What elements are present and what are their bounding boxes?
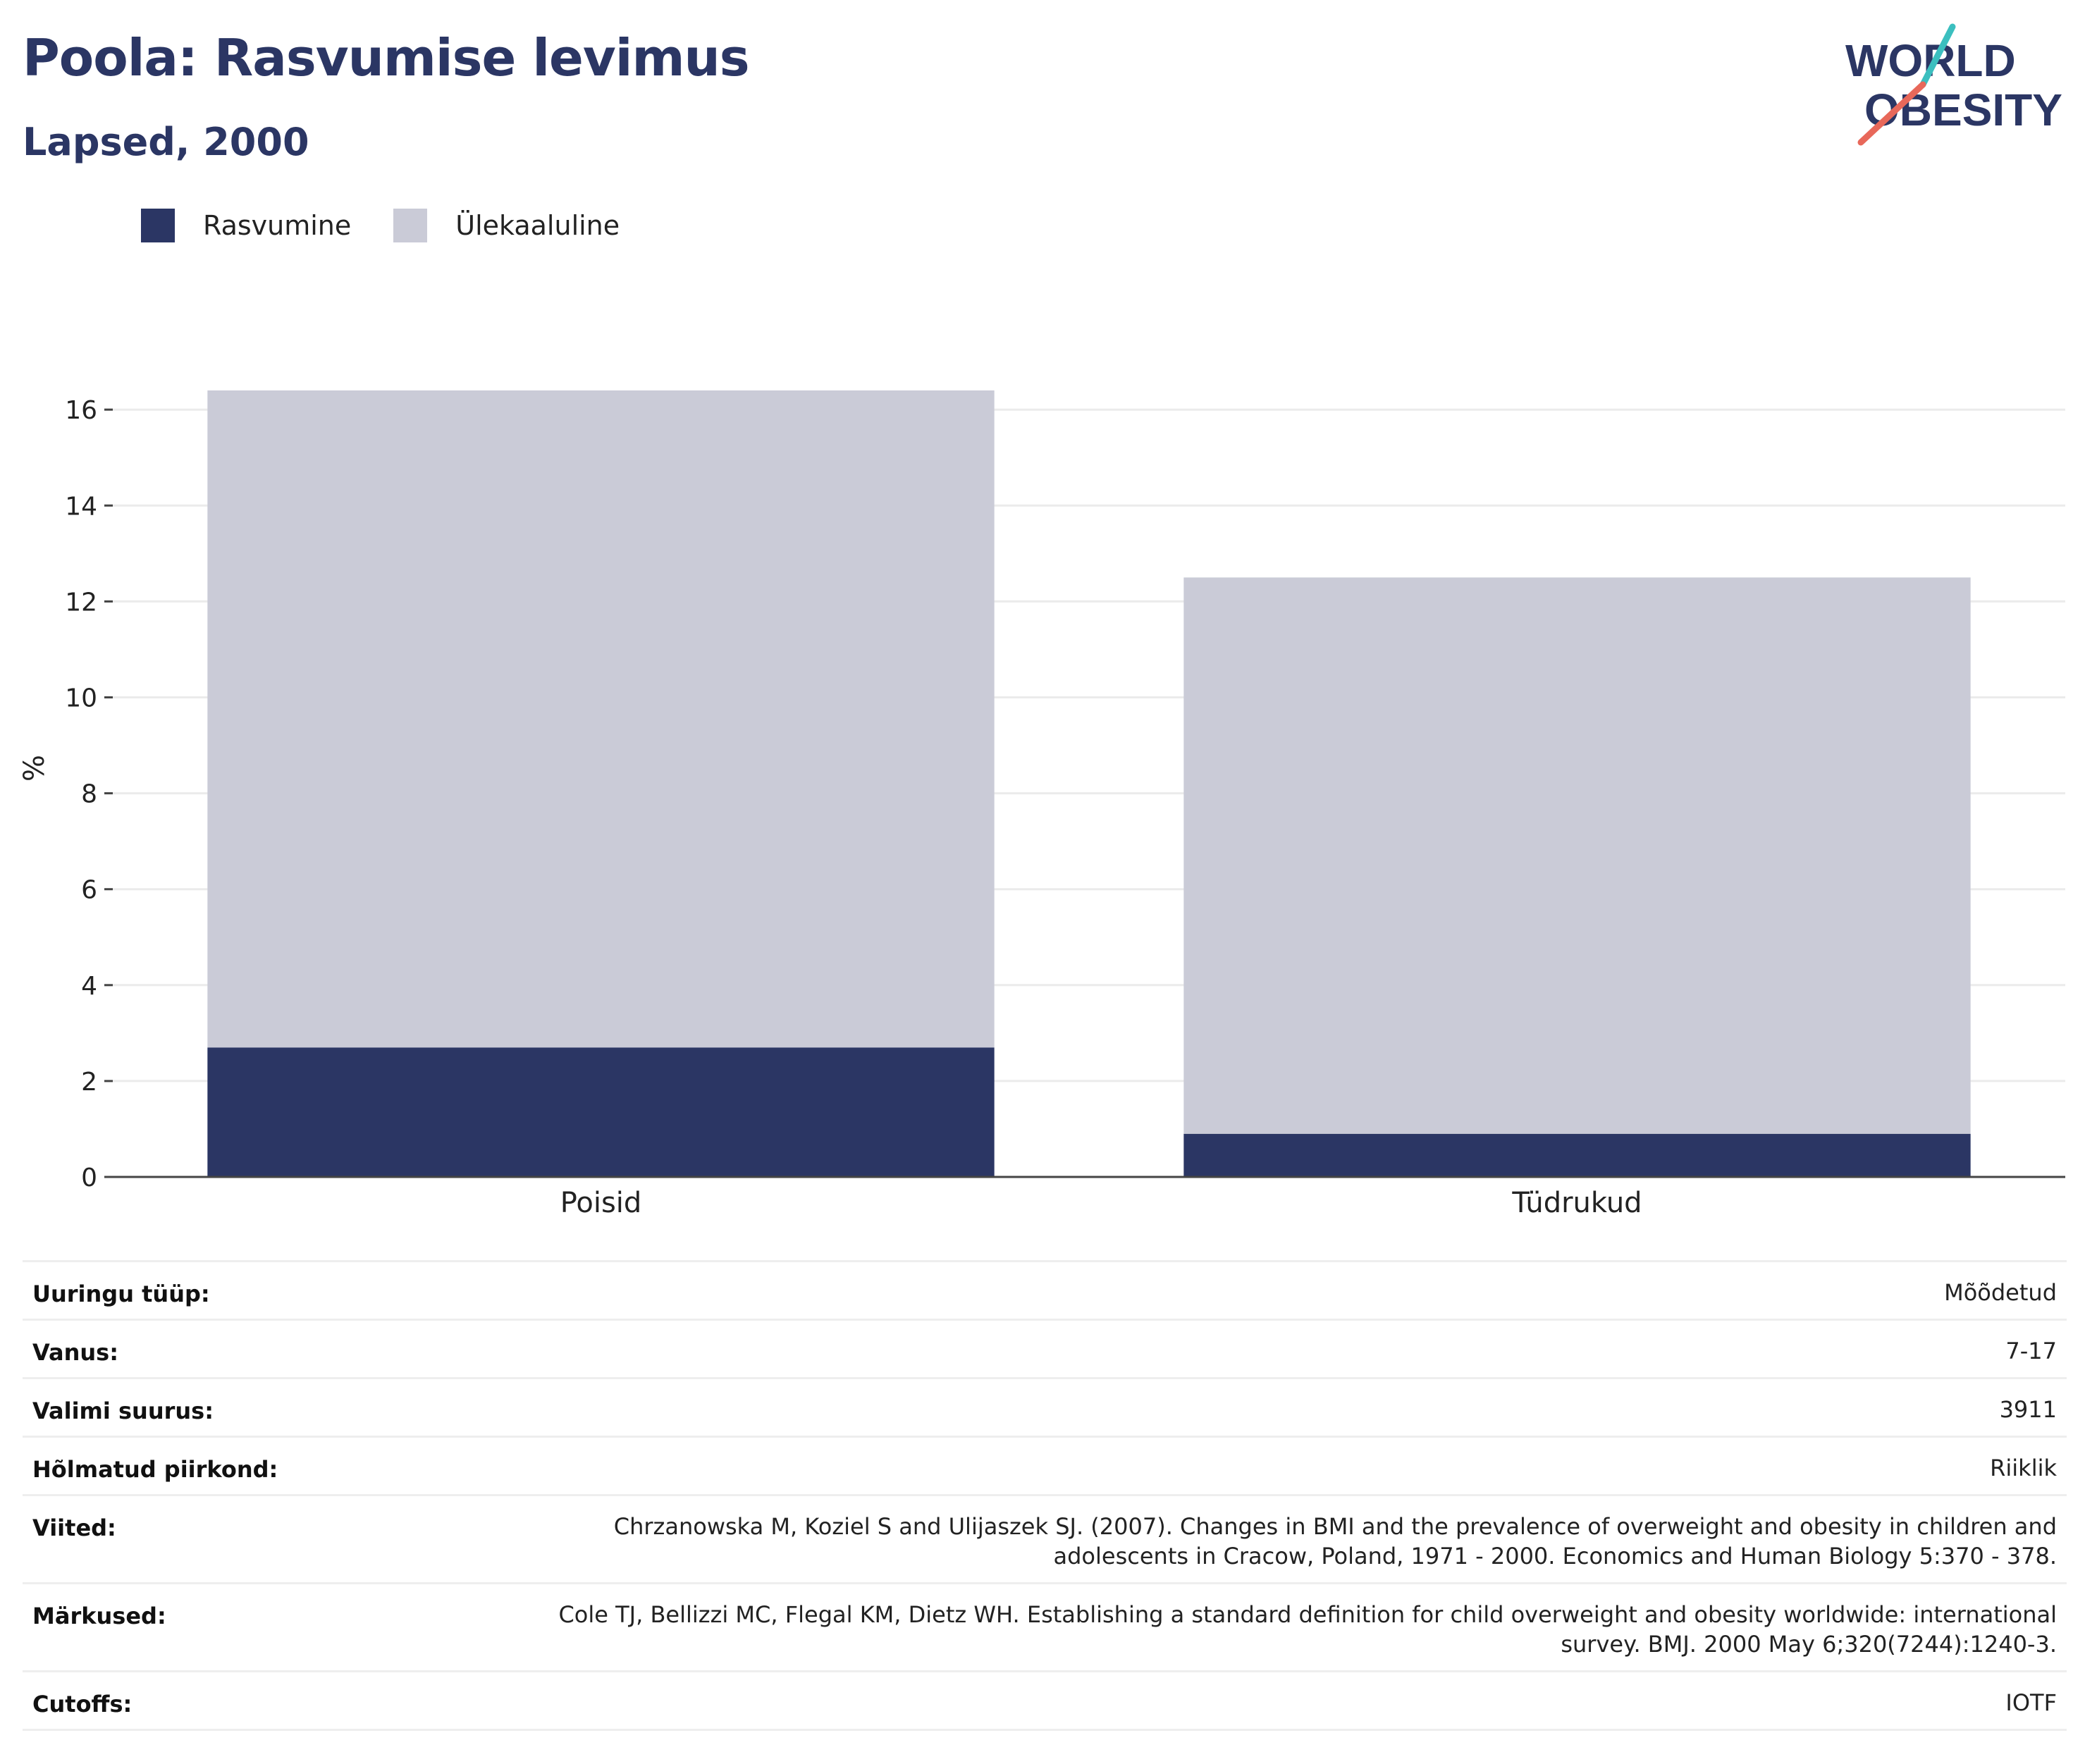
legend-label: Ülekaaluline [455,210,620,241]
chart-subtitle: Lapsed, 2000 [23,120,309,164]
legend-swatch-rasvumine [141,209,175,242]
x-axis-labels: Poisid Tüdrukud [560,1187,1642,1219]
svg-text:WORLD: WORLD [1845,35,2016,86]
metadata-value: IOTF [2005,1689,2057,1716]
metadata-value: Riiklik [1990,1455,2057,1481]
x-tick-label: Tüdrukud [1511,1187,1642,1219]
metadata-row-age: Vanus: 7-17 [23,1319,2067,1377]
x-tick-label: Poisid [560,1187,642,1219]
metadata-row-cutoffs: Cutoffs: IOTF [23,1670,2067,1731]
world-obesity-logo: WORLD OBESITY [1845,23,2062,146]
metadata-value: 3911 [1999,1396,2057,1423]
metadata-value: 7-17 [2005,1338,2057,1364]
metadata-row-references: Viited: Chrzanowska M, Koziel S and Ulij… [23,1494,2067,1582]
y-axis-ticks: 0 2 4 6 8 10 12 14 16 [65,396,113,1192]
y-tick-label: 16 [65,396,97,425]
metadata-row-coverage: Hõlmatud piirkond: Riiklik [23,1436,2067,1494]
y-tick-label: 6 [81,876,97,905]
legend-label: Rasvumine [203,210,352,241]
chart-title: Poola: Rasvumise levimus [23,28,750,87]
metadata-row-sample-size: Valimi suurus: 3911 [23,1377,2067,1436]
y-tick-label: 4 [81,972,97,1001]
legend-item-rasvumine[interactable]: Rasvumine [141,209,351,242]
y-tick-label: 0 [81,1164,97,1192]
bars [207,390,1971,1177]
metadata-label: Valimi suurus: [32,1398,214,1424]
metadata-label: Viited: [32,1515,116,1541]
metadata-value: Mõõdetud [1944,1279,2057,1306]
legend-swatch-ulekaaluline [393,209,428,242]
bar-tüdrukud-rasvumine[interactable] [1183,1133,1971,1177]
metadata-value: Cole TJ, Bellizzi MC, Flegal KM, Dietz W… [558,1601,2057,1658]
y-tick-label: 12 [65,588,97,617]
metadata-row-notes: Märkused: Cole TJ, Bellizzi MC, Flegal K… [23,1582,2067,1670]
metadata-label: Hõlmatud piirkond: [32,1456,278,1483]
y-tick-label: 2 [81,1068,97,1097]
y-tick-label: 10 [65,684,97,713]
metadata-label: Uuringu tüüp: [32,1281,210,1307]
metadata-label: Märkused: [32,1603,166,1629]
bar-poisid-ülekaaluline[interactable] [207,390,995,1048]
stacked-bar-chart: 0 2 4 6 8 10 12 14 16 Poisid Tüdrukud % [18,390,2065,1219]
legend: Rasvumine Ülekaaluline [141,209,662,242]
metadata-label: Cutoffs: [32,1691,133,1717]
bar-poisid-rasvumine[interactable] [207,1047,995,1177]
y-axis-label: % [18,755,51,782]
metadata-value: Chrzanowska M, Koziel S and Ulijaszek SJ… [613,1513,2057,1569]
legend-item-ulekaaluline[interactable]: Ülekaaluline [393,209,620,242]
metadata-label: Vanus: [32,1339,119,1366]
metadata-row-survey-type: Uuringu tüüp: Mõõdetud [23,1260,2067,1319]
metadata-table: Uuringu tüüp: Mõõdetud Vanus: 7-17 Valim… [23,1260,2067,1731]
bar-tüdrukud-ülekaaluline[interactable] [1183,577,1971,1134]
y-tick-label: 14 [65,492,97,521]
y-tick-label: 8 [81,780,97,809]
